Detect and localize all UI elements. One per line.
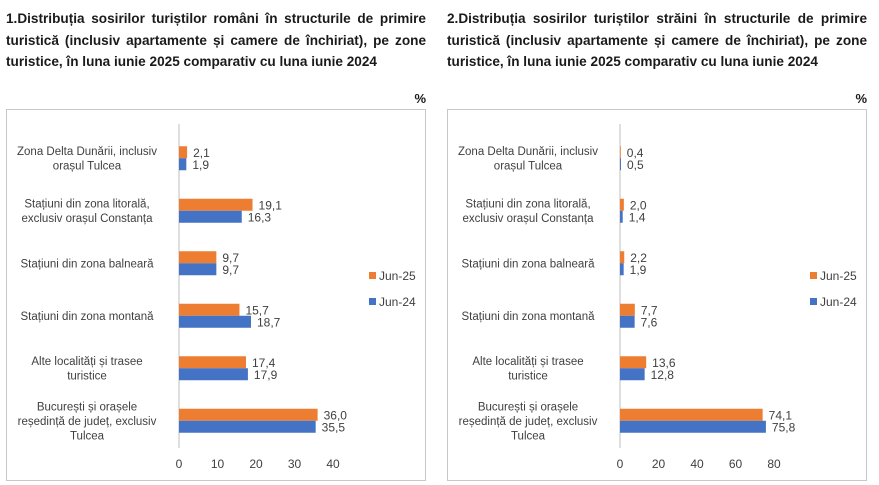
bar-jun-24 bbox=[620, 158, 621, 171]
data-label: 17,9 bbox=[254, 368, 278, 382]
data-label: 2,0 bbox=[630, 198, 647, 212]
data-label: 0,4 bbox=[627, 146, 644, 160]
bar-jun-24 bbox=[179, 315, 251, 328]
bar-jun-25 bbox=[179, 251, 217, 264]
x-tick-label: 20 bbox=[249, 457, 263, 471]
bar-jun-25 bbox=[620, 303, 635, 316]
data-label: 7,7 bbox=[641, 303, 658, 317]
chart-title: 1.Distribuția sosirilor turiștilor român… bbox=[6, 11, 426, 69]
unit-label: % bbox=[855, 91, 867, 106]
chart-frame: Zona Delta Dunării, inclusiv orașul Tulce… bbox=[6, 109, 426, 481]
bar-jun-24 bbox=[179, 158, 187, 171]
bar-jun-24 bbox=[620, 315, 635, 328]
bar-jun-24 bbox=[179, 420, 316, 433]
data-label: 2,2 bbox=[630, 251, 647, 265]
category-label: Alte localități și trasee turistice bbox=[31, 356, 142, 383]
bar-jun-24 bbox=[620, 210, 623, 223]
data-label: 36,0 bbox=[324, 408, 348, 422]
bar-jun-24 bbox=[620, 420, 766, 433]
data-label: 13,6 bbox=[652, 356, 676, 370]
x-tick-label: 30 bbox=[288, 457, 302, 471]
category-label: București și orașele reședință de județ, … bbox=[459, 401, 598, 442]
category-label: București și orașele reședință de județ, … bbox=[18, 401, 157, 442]
x-tick-label: 60 bbox=[729, 457, 743, 471]
bar-jun-24 bbox=[179, 210, 242, 223]
data-label: 0,5 bbox=[627, 158, 644, 172]
data-label: 7,6 bbox=[641, 315, 658, 329]
bar-jun-25 bbox=[620, 146, 621, 159]
bar-jun-24 bbox=[620, 263, 624, 276]
x-tick-label: 10 bbox=[211, 457, 225, 471]
bar-chart-romanian: Zona Delta Dunării, inclusiv orașul Tulce… bbox=[17, 124, 416, 471]
data-label: 2,1 bbox=[193, 146, 210, 160]
chart-frame: Zona Delta Dunării, inclusiv orașul Tulce… bbox=[447, 109, 867, 481]
data-label: 35,5 bbox=[322, 420, 346, 434]
category-label: Stațiuni din zona litorală, exclusiv oraș… bbox=[21, 199, 153, 226]
x-tick-label: 0 bbox=[176, 457, 183, 471]
legend-swatch bbox=[369, 272, 376, 279]
category-label: Zona Delta Dunării, inclusiv orașul Tulce… bbox=[458, 146, 598, 173]
bar-chart-foreign: Zona Delta Dunării, inclusiv orașul Tulce… bbox=[458, 124, 857, 471]
x-tick-label: 0 bbox=[617, 457, 624, 471]
data-label: 74,1 bbox=[769, 408, 793, 422]
category-label: Stațiuni din zona montană bbox=[21, 311, 155, 323]
chart-panel-romanian: 1.Distribuția sosirilor turiștilor român… bbox=[0, 0, 430, 485]
unit-label: % bbox=[414, 91, 426, 106]
bar-jun-25 bbox=[620, 356, 647, 369]
data-label: 16,3 bbox=[248, 210, 272, 224]
legend-swatch bbox=[810, 298, 817, 305]
bar-jun-24 bbox=[179, 368, 248, 381]
data-label: 1,9 bbox=[192, 158, 209, 172]
data-label: 9,7 bbox=[222, 251, 239, 265]
legend-label: Jun-24 bbox=[820, 295, 857, 309]
data-label: 15,7 bbox=[245, 303, 269, 317]
bar-jun-25 bbox=[179, 408, 318, 421]
category-label: Alte localități și trasee turistice bbox=[472, 356, 583, 383]
bar-jun-25 bbox=[620, 251, 625, 264]
category-label: Zona Delta Dunării, inclusiv orașul Tulce… bbox=[17, 146, 157, 173]
x-tick-label: 20 bbox=[652, 457, 666, 471]
legend-swatch bbox=[810, 272, 817, 279]
legend-label: Jun-25 bbox=[820, 269, 857, 283]
bar-jun-24 bbox=[620, 368, 645, 381]
category-label: Stațiuni din zona balneară bbox=[462, 258, 596, 270]
data-label: 12,8 bbox=[651, 368, 675, 382]
x-tick-label: 80 bbox=[767, 457, 781, 471]
category-label: Stațiuni din zona litorală, exclusiv oraș… bbox=[462, 199, 594, 226]
data-label: 17,4 bbox=[252, 356, 276, 370]
x-tick-label: 40 bbox=[690, 457, 704, 471]
category-label: Stațiuni din zona montană bbox=[462, 311, 596, 323]
bar-jun-25 bbox=[179, 356, 246, 369]
bar-jun-25 bbox=[620, 408, 763, 421]
legend-label: Jun-25 bbox=[379, 269, 416, 283]
x-tick-label: 40 bbox=[326, 457, 340, 471]
chart-panel-foreign: 2.Distribuția sosirilor turiștilor străi… bbox=[441, 0, 871, 485]
bar-jun-24 bbox=[179, 263, 217, 276]
data-label: 9,7 bbox=[222, 263, 239, 277]
category-label: Stațiuni din zona balneară bbox=[21, 258, 155, 270]
data-label: 75,8 bbox=[772, 420, 796, 434]
bar-jun-25 bbox=[179, 146, 188, 159]
legend-swatch bbox=[369, 298, 376, 305]
bar-jun-25 bbox=[179, 198, 253, 211]
legend-label: Jun-24 bbox=[379, 295, 416, 309]
data-label: 18,7 bbox=[257, 315, 281, 329]
data-label: 19,1 bbox=[259, 198, 283, 212]
data-label: 1,4 bbox=[629, 210, 646, 224]
chart-title: 2.Distribuția sosirilor turiștilor străi… bbox=[447, 11, 867, 69]
bar-jun-25 bbox=[179, 303, 240, 316]
bar-jun-25 bbox=[620, 198, 624, 211]
data-label: 1,9 bbox=[630, 263, 647, 277]
